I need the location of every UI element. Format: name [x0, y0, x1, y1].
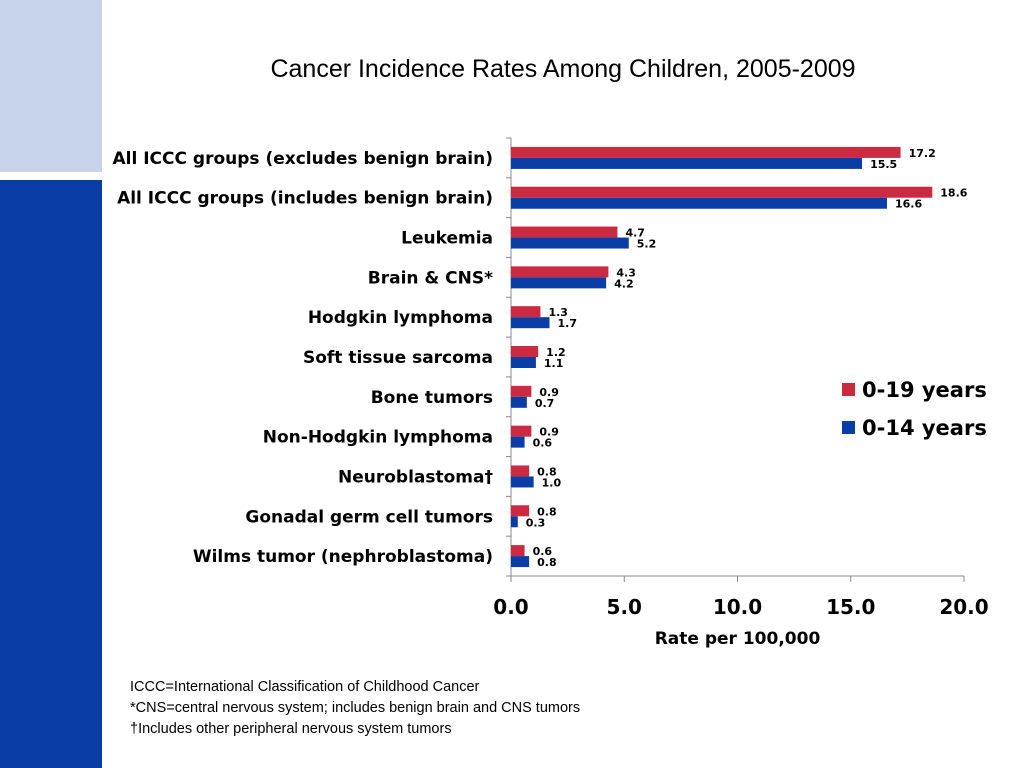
category-label: Brain & CNS* — [368, 268, 493, 288]
data-label: 1.0 — [542, 476, 562, 489]
legend-label: 0-19 years — [862, 378, 987, 402]
bar — [511, 545, 525, 557]
bar — [511, 226, 618, 238]
bar — [511, 516, 518, 528]
data-label: 0.8 — [537, 556, 557, 569]
bar — [511, 385, 532, 397]
data-label: 5.2 — [637, 238, 657, 251]
x-tick-label: 0.0 — [493, 595, 528, 619]
data-label: 17.2 — [909, 147, 936, 160]
footnote-cns: *CNS=central nervous system; includes be… — [130, 700, 581, 716]
bar — [511, 357, 536, 368]
bar — [511, 306, 541, 318]
bar — [511, 396, 527, 408]
x-tick-label: 15.0 — [826, 595, 875, 619]
bar — [511, 237, 629, 249]
legend-swatch — [842, 421, 855, 434]
data-label: 0.8 — [537, 465, 557, 478]
bar — [511, 266, 609, 278]
data-label: 1.7 — [558, 317, 578, 330]
category-label: Bone tumors — [371, 388, 493, 408]
category-label: Wilms tumor (nephroblastoma) — [193, 547, 493, 567]
category-label: Soft tissue sarcoma — [303, 348, 493, 368]
chart-title: Cancer Incidence Rates Among Children, 2… — [270, 55, 856, 83]
data-label: 4.7 — [625, 227, 645, 240]
data-label: 15.5 — [870, 158, 897, 171]
data-label: 1.1 — [544, 357, 564, 370]
bar — [511, 465, 530, 477]
category-label: Gonadal germ cell tumors — [245, 507, 493, 527]
bar — [511, 317, 550, 329]
data-label: 0.9 — [539, 386, 559, 399]
bar — [511, 277, 607, 289]
data-label: 0.9 — [539, 426, 559, 439]
data-label: 1.3 — [548, 306, 568, 319]
bar — [511, 556, 530, 568]
data-label: 0.3 — [526, 516, 546, 529]
data-label: 0.6 — [533, 437, 553, 450]
bar — [511, 197, 887, 209]
category-label: All ICCC groups (excludes benign brain) — [113, 149, 494, 169]
bar — [511, 157, 863, 169]
category-label: Hodgkin lymphoma — [308, 308, 493, 328]
legend-label: 0-14 years — [862, 416, 987, 440]
category-label: All ICCC groups (includes benign brain) — [117, 189, 493, 209]
bar — [511, 436, 525, 448]
x-axis-title: Rate per 100,000 — [655, 629, 821, 649]
footnote-iccc: ICCC=International Classification of Chi… — [130, 679, 480, 695]
data-label: 1.2 — [546, 346, 566, 359]
category-label: Leukemia — [401, 229, 493, 249]
sidebar-dark-block — [0, 180, 102, 768]
x-tick-label: 5.0 — [607, 595, 642, 619]
bar — [511, 146, 901, 158]
bar — [511, 505, 530, 517]
bar — [511, 186, 933, 198]
data-label: 16.6 — [895, 198, 922, 211]
category-label: Non-Hodgkin lymphoma — [263, 428, 493, 448]
bar — [511, 476, 534, 488]
data-label: 0.8 — [537, 505, 557, 518]
x-tick-label: 10.0 — [713, 595, 762, 619]
bar — [511, 425, 532, 437]
footnote-peripheral: †Includes other peripheral nervous syste… — [130, 721, 452, 737]
data-label: 0.7 — [535, 397, 555, 410]
legend-swatch — [842, 383, 855, 396]
data-label: 4.2 — [614, 277, 634, 290]
data-label: 0.6 — [533, 545, 553, 558]
footnotes: ICCC=International Classification of Chi… — [130, 677, 580, 740]
data-label: 4.3 — [616, 266, 636, 279]
sidebar-light-block — [0, 0, 102, 172]
x-tick-label: 20.0 — [939, 595, 988, 619]
data-label: 18.6 — [940, 187, 967, 200]
bar — [511, 346, 539, 357]
category-label: Neuroblastoma† — [338, 467, 493, 487]
